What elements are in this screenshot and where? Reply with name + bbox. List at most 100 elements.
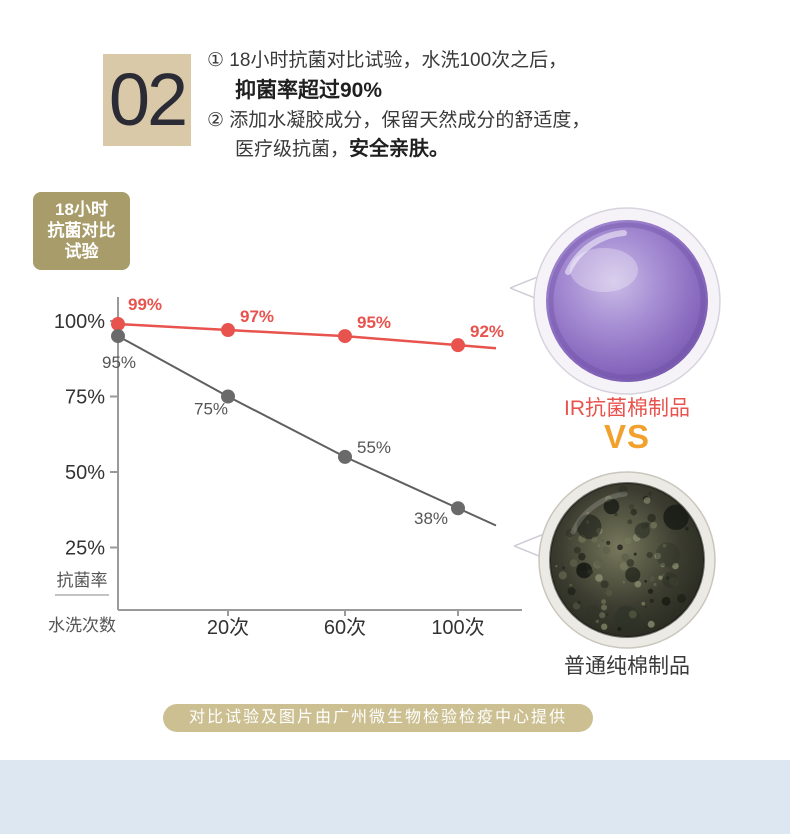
dish-speck xyxy=(646,551,653,559)
dish-speck xyxy=(576,562,593,579)
dish-speck xyxy=(555,564,558,568)
dish-speck xyxy=(596,527,603,535)
footer-strip xyxy=(0,760,790,834)
dish-speck xyxy=(628,504,635,510)
dish-speck xyxy=(628,610,637,619)
header-line-4: 医疗级抗菌，安全亲肤。 xyxy=(207,135,772,164)
chart-data-label: 55% xyxy=(357,438,391,457)
dish-speck xyxy=(655,542,681,567)
dish-speck xyxy=(585,604,602,621)
dish-speck xyxy=(605,613,609,616)
dish-speck xyxy=(649,598,654,604)
chart-point xyxy=(111,317,125,332)
dish-speck xyxy=(617,544,623,551)
chart-data-label: 95% xyxy=(102,353,136,372)
dish-speck xyxy=(586,511,589,515)
petri-dish-ordinary-image xyxy=(538,471,716,649)
dish-speck xyxy=(633,552,637,556)
chart-data-label: 99% xyxy=(128,295,162,314)
chart-data-label: 95% xyxy=(357,313,391,332)
dish-speck xyxy=(573,546,581,554)
dish-speck xyxy=(585,520,590,524)
dish-speck xyxy=(602,546,611,554)
dish-speck xyxy=(630,508,637,516)
dish-speck xyxy=(595,574,603,582)
dish-speck xyxy=(591,536,598,543)
header-line-4-bold: 安全亲肤。 xyxy=(349,138,450,160)
dish-speck xyxy=(601,539,605,543)
dish-speck xyxy=(576,514,602,540)
dish-speck xyxy=(572,602,581,610)
source-banner: 对比试验及图片由广州微生物检验检疫中心提供 xyxy=(163,704,593,732)
dish-speck xyxy=(600,580,609,589)
dish-speck xyxy=(618,485,628,495)
dish-speck xyxy=(662,543,667,548)
chart-point xyxy=(338,449,352,464)
dish-speck xyxy=(649,576,656,582)
dish1-label: IR抗菌棉制品 xyxy=(564,397,690,420)
dish-speck xyxy=(647,588,654,594)
dish-speck xyxy=(569,559,578,567)
dish-speck xyxy=(647,620,655,628)
dish-speck xyxy=(619,562,629,571)
dish-speck xyxy=(647,513,656,523)
dish-speck xyxy=(599,612,606,619)
y-tick-label: 75% xyxy=(65,387,105,409)
dish-speck xyxy=(567,587,576,596)
dish-speck xyxy=(634,580,642,588)
chart-data-label: 38% xyxy=(414,509,448,528)
dish-speck xyxy=(597,544,601,547)
dish-speck xyxy=(660,562,666,568)
dish-speck xyxy=(617,627,622,632)
dish-speck xyxy=(672,562,679,570)
badge-line-3: 试验 xyxy=(64,242,99,261)
header-line-3: ② 添加水凝胶成分，保留天然成分的舒适度， xyxy=(207,110,591,131)
dish-speck xyxy=(685,526,689,531)
dish-speck xyxy=(653,582,657,587)
dish-speck xyxy=(558,571,567,580)
chart-point xyxy=(451,338,465,353)
chart-data-label: 97% xyxy=(240,307,274,326)
chart-point xyxy=(221,389,235,404)
dish-speck xyxy=(644,579,647,583)
dish-speck xyxy=(606,540,611,545)
dish-speck xyxy=(641,601,646,606)
dish-speck xyxy=(578,552,586,561)
chart-line-gray xyxy=(117,335,497,527)
badge-line-1: 18小时 xyxy=(55,200,108,219)
chart-data-label: 92% xyxy=(470,322,504,341)
dish-speck xyxy=(578,534,586,543)
dish-speck xyxy=(601,599,607,605)
test-badge: 18小时 抗菌对比 试验 xyxy=(33,192,130,270)
dish-speck xyxy=(621,553,630,562)
y-tick-label: 25% xyxy=(65,538,105,560)
dish-speck xyxy=(648,491,653,496)
dish-speck xyxy=(605,589,613,597)
badge-line-2: 抗菌对比 xyxy=(47,221,116,240)
y-axis-title: 抗菌率 xyxy=(57,571,108,590)
dish-speck xyxy=(622,580,626,584)
dish-speck xyxy=(650,521,658,529)
dish-speck xyxy=(663,504,689,530)
dish-speck xyxy=(603,498,620,515)
dish-speck xyxy=(587,569,594,575)
petri-dish-antibacterial-image xyxy=(533,207,721,395)
dish-speck xyxy=(661,596,671,606)
header-line-1: ① 18小时抗菌对比试验，水洗100次之后， xyxy=(207,50,568,71)
header-line-2: 抑菌率超过90% xyxy=(235,79,383,102)
chart-point xyxy=(221,323,235,338)
dish-speck xyxy=(595,619,599,624)
chart-point xyxy=(111,329,125,344)
x-axis-title: 水洗次数 xyxy=(48,616,116,635)
vs-label: VS xyxy=(603,418,651,455)
dish-speck xyxy=(627,519,633,525)
dish-speck xyxy=(614,605,640,631)
dish-speck xyxy=(601,623,608,630)
x-tick-label: 100次 xyxy=(431,616,484,639)
section-number-block: 02 xyxy=(103,54,191,146)
dish-speck xyxy=(601,604,608,611)
chart-data-label: 75% xyxy=(194,400,228,419)
chart-point xyxy=(451,501,465,516)
